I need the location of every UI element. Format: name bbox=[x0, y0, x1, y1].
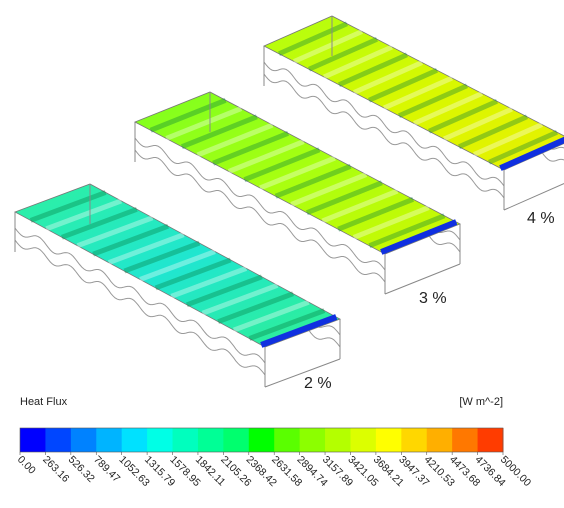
color-segment bbox=[122, 428, 148, 452]
color-segment bbox=[325, 428, 351, 452]
tick-label: 0.00 bbox=[15, 454, 38, 477]
panel-label: 3 % bbox=[419, 290, 447, 307]
color-segment bbox=[223, 428, 249, 452]
color-segment bbox=[274, 428, 300, 452]
color-segment bbox=[376, 428, 402, 452]
color-segment bbox=[71, 428, 97, 452]
color-segment bbox=[300, 428, 326, 452]
color-segment bbox=[20, 428, 46, 452]
color-segment bbox=[147, 428, 173, 452]
tick-label: 526.32 bbox=[66, 454, 97, 485]
colorbar-unit: [W m^-2] bbox=[459, 396, 503, 408]
colorbar-title: Heat Flux bbox=[20, 396, 68, 408]
color-segment bbox=[427, 428, 453, 452]
panel-label: 2 % bbox=[304, 375, 332, 392]
color-segment bbox=[173, 428, 199, 452]
tick-label: 263.16 bbox=[40, 454, 71, 485]
tick-label: 789.47 bbox=[91, 454, 122, 485]
color-segment bbox=[478, 428, 504, 452]
color-segment bbox=[198, 428, 224, 452]
renders bbox=[15, 16, 564, 387]
color-segment bbox=[350, 428, 376, 452]
color-segment bbox=[452, 428, 478, 452]
figure: 2 % 3 % 4 % Heat Flux [W m^-2] 0.00263.1… bbox=[0, 0, 564, 508]
color-segment bbox=[249, 428, 275, 452]
panel-label: 4 % bbox=[527, 210, 555, 227]
color-segment bbox=[401, 428, 427, 452]
color-segment bbox=[96, 428, 122, 452]
color-segment bbox=[45, 428, 71, 452]
